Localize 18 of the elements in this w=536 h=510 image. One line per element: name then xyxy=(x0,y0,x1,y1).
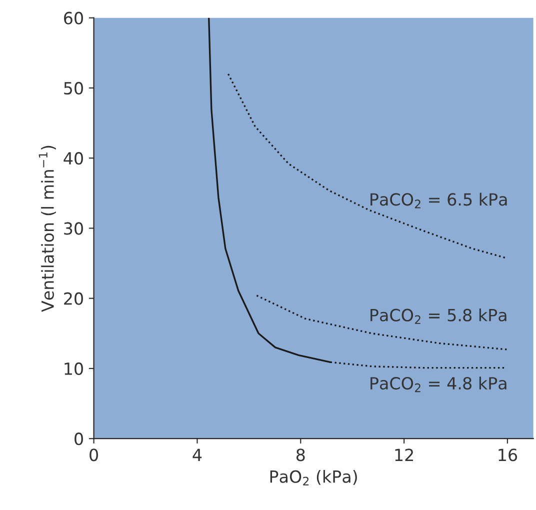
line-series xyxy=(256,294,508,350)
y-tick-label: 60 xyxy=(64,12,83,24)
x-tick-label: 4 xyxy=(192,448,202,461)
y-tick-label: 50 xyxy=(64,82,83,95)
x-tick-label: 0 xyxy=(90,448,98,462)
y-tick-label: 20 xyxy=(64,292,83,305)
y-tick-label: 10 xyxy=(64,362,83,376)
annotation: PaCO$_{2}$ = 5.8 kPa xyxy=(370,308,506,324)
x-axis-title: PaO$_{2}$ (kPa) xyxy=(270,470,357,486)
annotation: PaCO$_{2}$ = 6.5 kPa xyxy=(370,192,507,208)
y-tick-label: 30 xyxy=(64,222,83,235)
y-tick-label: 0 xyxy=(74,432,83,446)
x-tick-label: 8 xyxy=(296,448,305,462)
y-tick-label: 40 xyxy=(64,152,83,165)
annotation: PaCO$_{2}$ = 4.8 kPa xyxy=(370,376,506,392)
y-axis-title: Ventilation (l min$^{−1}$) xyxy=(38,146,56,312)
x-tick-label: 12 xyxy=(395,448,413,461)
x-tick-label: 16 xyxy=(498,448,518,462)
